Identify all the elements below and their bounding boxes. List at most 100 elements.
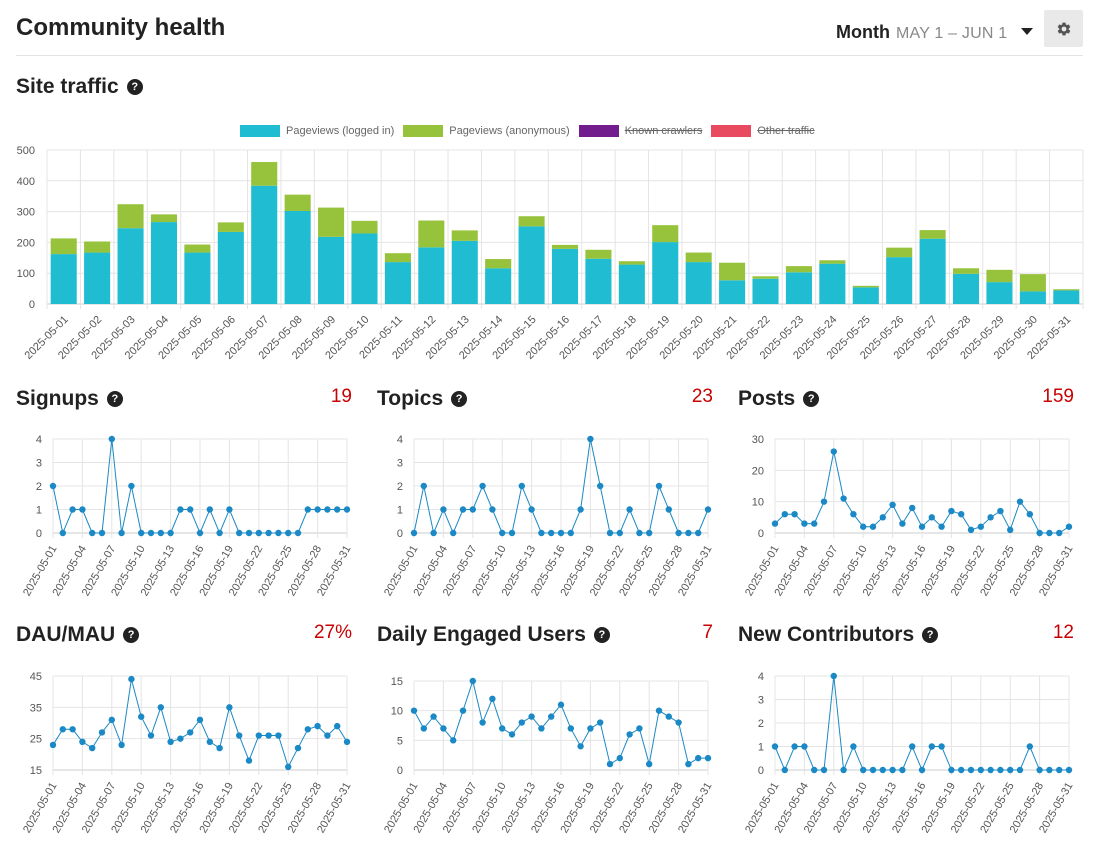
question-circle-icon[interactable]: ? (123, 627, 140, 643)
data-point (118, 741, 125, 749)
legend-text-logged-in: Pageviews (logged in) (286, 125, 395, 137)
data-point (997, 766, 1004, 774)
data-point (314, 722, 321, 730)
y-tick-label: 100 (17, 268, 35, 280)
bar-logged-in (485, 268, 512, 304)
data-point (889, 501, 896, 508)
data-point (508, 731, 516, 738)
settings-button[interactable] (1044, 10, 1083, 47)
y-tick-label: 3 (397, 458, 403, 470)
question-circle-icon[interactable]: ? (106, 391, 123, 407)
data-point (1007, 766, 1014, 774)
legend-item-other[interactable]: Other traffic (711, 125, 815, 137)
data-point (879, 514, 886, 521)
data-point (869, 766, 877, 774)
y-tick-label: 1 (36, 505, 42, 517)
data-point (334, 722, 341, 730)
data-point (430, 713, 437, 720)
question-circle-icon[interactable]: ? (922, 627, 939, 643)
y-tick-label: 35 (30, 702, 42, 714)
legend-item-anonymous[interactable]: Pageviews (anonymous) (403, 125, 570, 137)
data-point (226, 704, 233, 711)
data-point (830, 672, 837, 680)
question-circle-icon[interactable]: ? (803, 391, 820, 407)
period-range[interactable]: MAY 1 – JUN 1 (895, 25, 1008, 42)
data-point (860, 523, 867, 530)
report-value-engaged: 7 (702, 622, 713, 643)
report-title-text: Topics (377, 387, 444, 410)
bar-anonymous (251, 162, 278, 186)
legend-item-logged-in[interactable]: Pageviews (logged in) (240, 125, 394, 137)
data-point (479, 482, 486, 490)
data-point (89, 744, 96, 752)
site-traffic-legend: Pageviews (logged in) Pageviews (anonymo… (240, 125, 824, 137)
bar-logged-in (84, 252, 111, 304)
bar-logged-in (451, 240, 478, 304)
caret-down-icon[interactable] (1021, 28, 1033, 35)
bar-logged-in (886, 257, 913, 304)
bar-anonymous (618, 261, 645, 265)
data-point (499, 725, 506, 732)
data-point (538, 529, 545, 537)
data-point (1016, 766, 1024, 774)
y-tick-label: 500 (17, 145, 35, 157)
data-point (440, 725, 447, 732)
data-point (606, 760, 614, 768)
bar-anonymous (451, 230, 478, 241)
bar-logged-in (50, 254, 77, 304)
data-point (265, 732, 272, 739)
bar-logged-in (150, 222, 178, 304)
data-point (410, 707, 418, 714)
data-point (410, 529, 418, 537)
legend-item-crawlers[interactable]: Known crawlers (578, 125, 702, 137)
data-point (469, 677, 476, 685)
bar-logged-in (618, 264, 645, 304)
data-point (646, 529, 653, 537)
bar-logged-in (1019, 291, 1046, 304)
data-point (420, 725, 427, 732)
data-point (791, 511, 798, 518)
y-tick-label: 0 (29, 299, 35, 311)
y-tick-label: 25 (30, 734, 42, 746)
report-title-posts: Posts ? (738, 387, 820, 411)
question-circle-icon[interactable]: ? (593, 627, 610, 643)
question-circle-icon[interactable]: ? (126, 79, 143, 95)
data-point (557, 529, 565, 537)
data-point (869, 523, 877, 530)
bar-logged-in (318, 236, 345, 304)
data-point (771, 520, 779, 527)
data-point (59, 529, 66, 537)
data-point (616, 754, 623, 762)
y-tick-label: 400 (17, 176, 35, 188)
data-point (459, 707, 467, 714)
bar-logged-in (785, 272, 812, 304)
data-point (928, 514, 935, 521)
data-point (499, 529, 506, 537)
data-point (830, 448, 837, 455)
data-point (840, 495, 847, 502)
report-value-dau-mau: 27% (313, 622, 352, 643)
y-tick-label: 4 (758, 671, 764, 683)
bar-anonymous (384, 253, 411, 263)
bar-anonymous (551, 244, 579, 249)
bar-logged-in (518, 226, 545, 304)
line-chart-signups: 012342025-05-012025-05-042025-05-072025-… (21, 434, 354, 598)
bar-logged-in (217, 231, 244, 304)
data-point (987, 514, 994, 521)
bar-anonymous (1019, 274, 1046, 292)
data-point (285, 763, 292, 771)
data-point (977, 523, 984, 530)
bar-anonymous (886, 247, 913, 258)
question-circle-icon[interactable]: ? (451, 391, 468, 407)
data-point (450, 737, 457, 744)
data-point (1026, 511, 1034, 518)
line-chart-posts: 01020302025-05-012025-05-042025-05-07202… (743, 434, 1076, 598)
data-point (636, 725, 643, 732)
bar-logged-in (117, 228, 144, 304)
bar-anonymous (819, 260, 846, 264)
y-tick-label: 1 (397, 505, 403, 517)
period-label[interactable]: Month (836, 22, 890, 42)
period-selector[interactable]: Month MAY 1 – JUN 1 (836, 22, 1007, 43)
data-point (840, 766, 847, 774)
